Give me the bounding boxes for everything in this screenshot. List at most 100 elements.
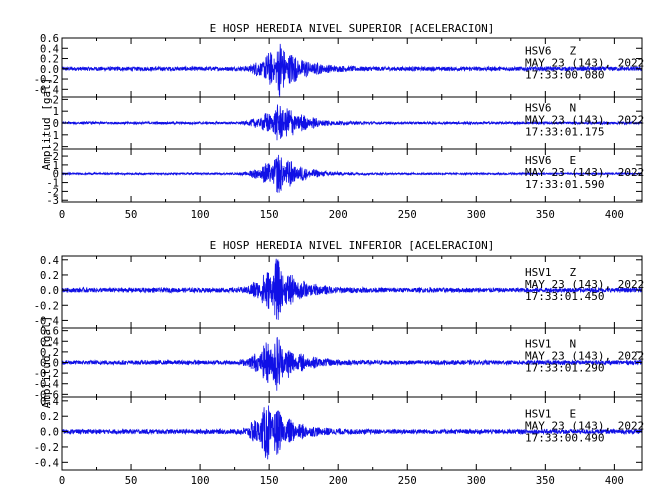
y-tick-label: 0.4 xyxy=(40,43,59,55)
y-tick-label: 0.0 xyxy=(40,358,59,370)
x-tick-label: 0 xyxy=(59,475,65,487)
component-code: Z xyxy=(570,266,577,279)
figure-superior: E HOSP HEREDIA NIVEL SUPERIOR [ACELERACI… xyxy=(34,22,645,221)
x-tick-label: 200 xyxy=(329,209,348,221)
y-tick-label: -0.4 xyxy=(34,379,59,391)
x-tick-label: 0 xyxy=(59,209,65,221)
y-tick-label: -2 xyxy=(46,186,59,198)
x-tick-label: 150 xyxy=(260,209,279,221)
y-tick-label: -0.4 xyxy=(34,315,59,327)
station-code: HSV6 xyxy=(525,154,552,167)
y-tick-label: 0.4 xyxy=(40,336,59,348)
y-tick-label: 1 xyxy=(53,106,59,118)
record-time: 17:33:01.290 xyxy=(525,361,604,374)
y-tick-label: 0.0 xyxy=(40,64,59,76)
y-tick-label: -2 xyxy=(46,142,59,154)
y-tick-label: -3 xyxy=(46,195,59,207)
panel-frame xyxy=(61,396,643,471)
record-time: 17:33:01.590 xyxy=(525,178,604,191)
waveform-trace xyxy=(61,104,643,141)
y-tick-label: 0 xyxy=(53,169,59,181)
y-tick-label: 0 xyxy=(53,118,59,130)
x-tick-label: 350 xyxy=(536,475,555,487)
component-code: N xyxy=(570,102,577,115)
station-label: HSV6 N xyxy=(525,102,576,115)
record-date: MAY 23 (143), 2022 xyxy=(525,166,644,179)
x-tick-label: 50 xyxy=(125,475,138,487)
station-label: HSV1 E xyxy=(525,407,576,420)
y-tick-label: -0.2 xyxy=(34,442,59,454)
x-tick-label: 50 xyxy=(125,209,138,221)
y-tick-label: -0.2 xyxy=(34,300,59,312)
x-tick-label: 350 xyxy=(536,209,555,221)
record-date: MAY 23 (143), 2022 xyxy=(525,278,644,291)
waveform-trace xyxy=(61,405,643,460)
station-label: HSV1 N xyxy=(525,337,576,350)
y-tick-label: 2 xyxy=(53,151,59,163)
waveform-trace xyxy=(61,154,643,193)
component-code: N xyxy=(570,337,577,350)
record-time: 17:33:00.080 xyxy=(525,69,604,82)
record-date: MAY 23 (143), 2022 xyxy=(525,57,644,70)
y-tick-label: -1 xyxy=(46,130,59,142)
x-tick-label: 250 xyxy=(398,475,417,487)
station-label: HSV6 E xyxy=(525,154,576,167)
y-tick-label: 0.2 xyxy=(40,270,59,282)
record-date: MAY 23 (143), 2022 xyxy=(525,419,644,432)
record-date: MAY 23 (143), 2022 xyxy=(525,114,644,127)
record-time: 17:33:00.490 xyxy=(525,431,604,444)
y-tick-label: -0.2 xyxy=(34,368,59,380)
figure-inferior: E HOSP HEREDIA NIVEL INFERIOR [ACELERACI… xyxy=(34,239,645,487)
waveform-trace xyxy=(61,43,643,98)
y-tick-label: -0.2 xyxy=(34,74,59,86)
station-code: HSV1 xyxy=(525,266,552,279)
y-tick-label: 0.2 xyxy=(40,54,59,66)
y-tick-label: 0.2 xyxy=(40,411,59,423)
y-tick-label: 0.0 xyxy=(40,427,59,439)
panel-frame xyxy=(61,148,643,203)
y-tick-label: -1 xyxy=(46,178,59,190)
x-tick-label: 100 xyxy=(191,475,210,487)
waveform-trace xyxy=(61,258,643,320)
record-time: 17:33:01.175 xyxy=(525,126,604,139)
y-axis-label: Amplitud [gal] xyxy=(40,316,53,409)
waveform-trace xyxy=(61,336,643,391)
y-tick-label: -0.6 xyxy=(34,389,59,401)
record-time: 17:33:01.450 xyxy=(525,290,604,303)
record-date: MAY 23 (143), 2022 xyxy=(525,349,644,362)
x-tick-label: 400 xyxy=(605,209,624,221)
chart-title: E HOSP HEREDIA NIVEL SUPERIOR [ACELERACI… xyxy=(210,22,495,35)
y-tick-label: -0.4 xyxy=(34,84,59,96)
station-code: HSV1 xyxy=(525,337,552,350)
y-tick-label: 0.0 xyxy=(40,285,59,297)
x-tick-label: 300 xyxy=(467,475,486,487)
component-code: Z xyxy=(570,45,577,58)
x-tick-label: 200 xyxy=(329,475,348,487)
y-tick-label: 1 xyxy=(53,160,59,172)
x-tick-label: 400 xyxy=(605,475,624,487)
component-code: E xyxy=(570,154,577,167)
chart-title: E HOSP HEREDIA NIVEL INFERIOR [ACELERACI… xyxy=(210,239,495,252)
station-code: HSV6 xyxy=(525,45,552,58)
x-tick-label: 300 xyxy=(467,209,486,221)
y-tick-label: 0.6 xyxy=(40,326,59,338)
x-tick-label: 150 xyxy=(260,475,279,487)
y-axis-label: Amplitud [gal] xyxy=(40,78,53,171)
x-tick-label: 250 xyxy=(398,209,417,221)
y-tick-label: 0.6 xyxy=(40,33,59,45)
station-label: HSV1 Z xyxy=(525,266,577,279)
station-label: HSV6 Z xyxy=(525,45,577,58)
y-tick-label: 2 xyxy=(53,94,59,106)
component-code: E xyxy=(570,407,577,420)
station-code: HSV1 xyxy=(525,407,552,420)
station-code: HSV6 xyxy=(525,102,552,115)
y-tick-label: 0.4 xyxy=(40,255,59,267)
